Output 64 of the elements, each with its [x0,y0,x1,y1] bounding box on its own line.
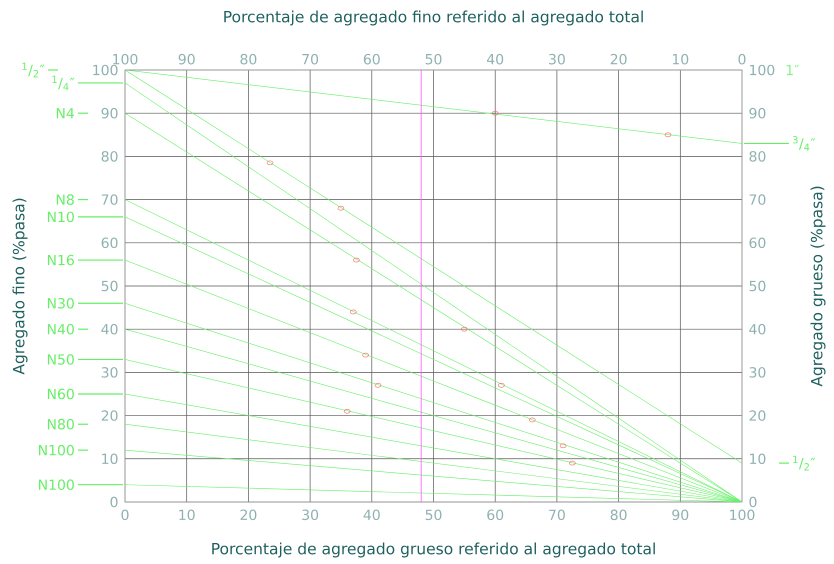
x-tick-label: 30 [302,510,318,520]
x-tick-label: 60 [487,510,504,520]
x2-tick-label: 100 [113,54,138,64]
x-tick-label: 40 [364,510,380,520]
y-tick-label: 70 [102,194,118,205]
y2-tick-label: 40 [749,324,766,334]
legend-label: N10 [48,212,74,222]
y2-tick-label: 60 [750,237,766,248]
x2-tick-label: 10 [672,54,688,64]
text: 1″ [786,64,799,76]
legend-label: N50 [48,354,74,365]
legend-label: N8 [56,194,74,205]
x-tick-label: 50 [426,510,442,520]
text: $^{1}$/$_{2}$″ [793,456,816,470]
legend-label: N100 [38,444,74,456]
x-tick-label: 0 [121,510,129,520]
x2-tick-label: 40 [486,54,504,64]
y2-tick-label: 100 [750,64,774,76]
x-tick-label: 80 [610,510,627,520]
y-tick-label: 50 [102,280,118,292]
y-tick-label: 40 [101,324,118,334]
legend-label: $^{1}$/$_{4}$″ [52,76,74,90]
y-axis-title: Agregado fino (%pasa) [12,198,28,375]
x2-tick-label: 80 [240,54,256,64]
text: $^{3}$/$_{4}$″ [792,136,816,151]
legend-label: N4 [56,108,74,118]
y-tick-label: 90 [102,108,118,118]
legend-label: N100 [38,479,74,490]
y-tick-label: 30 [102,367,118,378]
y2-tick-label: 90 [749,108,766,118]
legend-label: N16 [48,254,74,266]
x2-tick-label: 50 [426,54,442,64]
x-tick-label: 20 [240,510,256,520]
x-tick-label: 70 [549,510,565,520]
legend-label: N80 [48,418,74,430]
y-tick-label: 80 [102,151,118,162]
y2-axis-title: Agregado grueso (%pasa) [810,186,826,387]
y2-tick-label: 20 [750,410,766,421]
x2-tick-label: 20 [610,54,627,64]
legend-label: N30 [48,298,74,309]
x2-tick-label: 70 [302,54,318,64]
x2-tick-label: 0 [738,54,746,64]
y-tick-label: 60 [102,237,118,248]
x2-tick-label: 60 [364,54,380,64]
x-tick-label: 10 [179,510,195,520]
y2-tick-label: 10 [750,453,766,464]
y2-tick-label: 70 [750,194,766,205]
x-axis-title: Porcentaje de agregado grueso referido al agregado total [212,542,655,558]
legend-label: N60 [48,388,74,400]
legend-label: $^{1}$/$_{2}$″ [22,62,44,78]
x-tick-label: 90 [672,510,688,520]
legend-label: N40 [48,324,74,334]
y-tick-label: 10 [102,453,118,464]
y-tick-label: 100 [93,64,118,76]
y2-tick-label: 80 [749,151,766,162]
y-tick-label: 20 [102,410,118,421]
y2-tick-label: 30 [750,367,766,378]
x2-axis-title: Porcentaje de agregado fino referido al agregado total [224,10,643,26]
y2-tick-label: 50 [750,280,766,292]
y2-tick-label: 0 [749,496,757,508]
x2-tick-label: 90 [178,54,195,64]
y-tick-label: 0 [110,496,118,508]
x2-tick-label: 30 [549,54,565,64]
x-tick-label: 100 [730,510,754,520]
